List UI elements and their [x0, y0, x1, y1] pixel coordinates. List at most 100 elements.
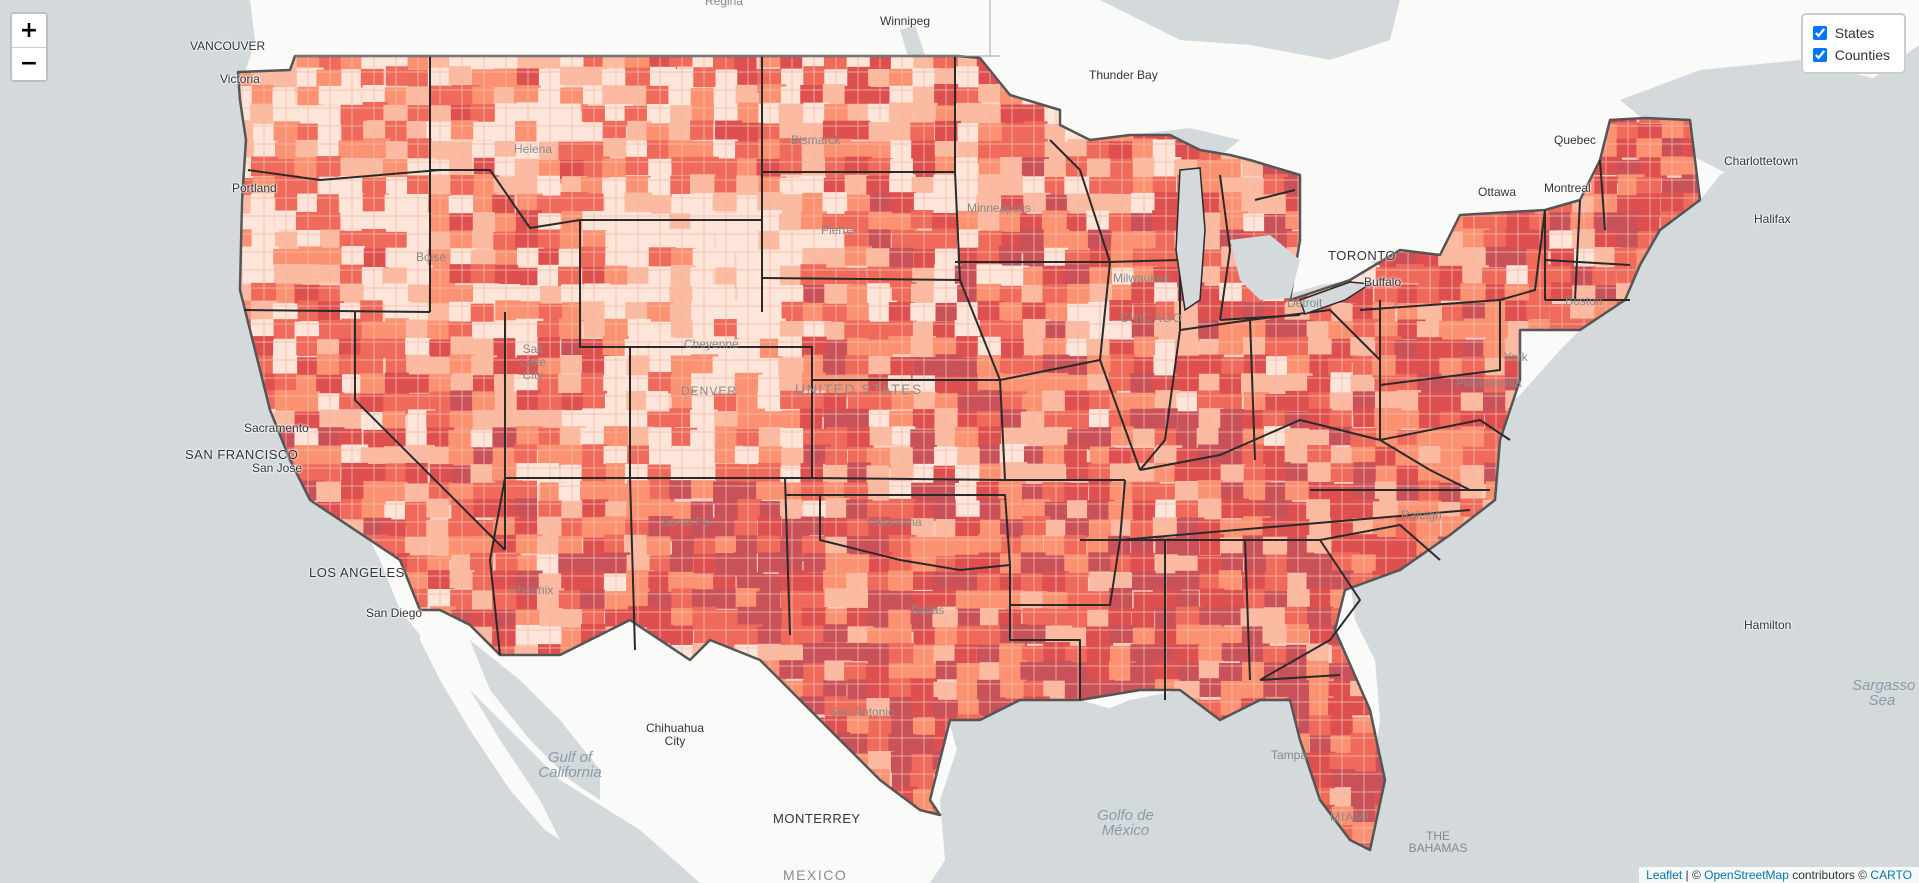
county-cell	[1373, 627, 1399, 650]
leaflet-link[interactable]: Leaflet	[1646, 868, 1683, 882]
county-cell	[1372, 588, 1397, 611]
attribution: Leaflet | © OpenStreetMap contributors ©…	[1639, 867, 1919, 883]
hudson-bay	[1100, 0, 1400, 60]
county-cell	[1394, 624, 1423, 648]
county-cell	[1638, 303, 1664, 325]
county-cell	[998, 842, 1026, 850]
osm-link[interactable]: OpenStreetMap	[1704, 868, 1789, 882]
county-cell	[1197, 840, 1222, 850]
county-cell	[1200, 862, 1223, 883]
county-cell	[1265, 805, 1293, 826]
county-cell	[1130, 697, 1155, 717]
county-cell	[1109, 861, 1131, 882]
county-cell	[1595, 336, 1620, 358]
county-cell	[1243, 843, 1269, 850]
county-cell	[1330, 862, 1354, 883]
county-cell	[1373, 607, 1401, 632]
zoom-control: + −	[10, 12, 48, 82]
county-cell	[1087, 860, 1111, 882]
county-cell	[1373, 825, 1397, 846]
county-cell	[1548, 374, 1573, 393]
county-cell	[1262, 823, 1285, 847]
county-cell	[1328, 841, 1353, 850]
county-cell	[1285, 786, 1312, 808]
county-cell	[978, 858, 1006, 882]
county-cell	[1197, 822, 1226, 847]
county-cell	[1067, 843, 1091, 850]
county-cell	[1680, 228, 1700, 251]
county-cell	[1307, 825, 1333, 849]
carto-link[interactable]: CARTO	[1870, 868, 1912, 882]
county-cell	[1526, 409, 1551, 430]
county-cell	[1133, 842, 1160, 850]
county-cell	[1240, 822, 1263, 846]
county-cell	[957, 841, 981, 850]
counties-label: Counties	[1834, 47, 1890, 63]
states-label: States	[1834, 25, 1875, 41]
states-checkbox[interactable]	[1812, 26, 1827, 40]
county-cell	[1661, 248, 1687, 270]
county-cell	[978, 823, 1006, 846]
gulf-st-lawrence	[1620, 60, 1919, 215]
pacific-ocean	[0, 0, 700, 883]
county-cell	[1176, 840, 1199, 850]
gulf-of-mexico	[940, 690, 1300, 840]
county-cell	[1397, 591, 1425, 613]
county-cell	[1221, 860, 1249, 879]
county-cell	[1592, 357, 1616, 380]
county-cell	[1375, 662, 1399, 683]
county-cell	[1066, 861, 1091, 883]
county-cell	[1395, 573, 1419, 597]
baja-california	[420, 610, 560, 840]
county-cell	[955, 862, 980, 883]
county-cell	[1175, 858, 1200, 880]
county-cell	[979, 840, 1007, 850]
county-cell	[1087, 843, 1116, 850]
atlantic-ocean	[1390, 200, 1919, 883]
county-cell	[1658, 231, 1683, 252]
county-cell	[1308, 842, 1332, 850]
county-cell	[1639, 284, 1667, 306]
county-cell	[1308, 859, 1333, 882]
county-cell	[1287, 806, 1315, 830]
county-cell	[1704, 213, 1728, 234]
zoom-out-button[interactable]: −	[12, 47, 46, 80]
county-cell	[1023, 843, 1051, 850]
county-cell	[1375, 861, 1397, 883]
county-cell	[1680, 247, 1700, 268]
county-cell	[1573, 354, 1600, 378]
layer-toggle-counties[interactable]: Counties	[1811, 44, 1890, 66]
county-cell	[1153, 843, 1178, 850]
county-cell	[1397, 642, 1423, 663]
county-cell	[1659, 264, 1686, 284]
county-cell	[1046, 858, 1071, 879]
counties-checkbox[interactable]	[1812, 48, 1827, 62]
county-cell	[1221, 841, 1248, 850]
county-cell	[1131, 858, 1154, 876]
county-cell	[1683, 212, 1700, 232]
county-cell	[1374, 642, 1403, 666]
county-cell	[1288, 860, 1315, 881]
county-cell	[1286, 825, 1311, 845]
county-cell	[1020, 859, 1046, 880]
county-cell	[1571, 373, 1598, 395]
county-cell	[1507, 427, 1533, 452]
county-cell	[1396, 607, 1419, 627]
county-cell	[1593, 321, 1619, 341]
county-cell	[1551, 355, 1575, 375]
gulf-of-california	[470, 640, 600, 800]
county-cell	[1704, 230, 1730, 252]
county-cell	[1155, 859, 1182, 883]
county-cell	[1702, 192, 1727, 210]
layer-toggle-states[interactable]: States	[1811, 22, 1890, 44]
attribution-sep: | ©	[1682, 868, 1705, 882]
county-cell	[957, 807, 983, 830]
county-cell	[954, 825, 979, 847]
county-cell	[1243, 861, 1270, 882]
county-cell	[1419, 552, 1446, 573]
zoom-in-button[interactable]: +	[12, 14, 46, 47]
county-cell	[1705, 246, 1733, 268]
county-cell	[1020, 822, 1047, 845]
county-cell	[1351, 859, 1378, 880]
